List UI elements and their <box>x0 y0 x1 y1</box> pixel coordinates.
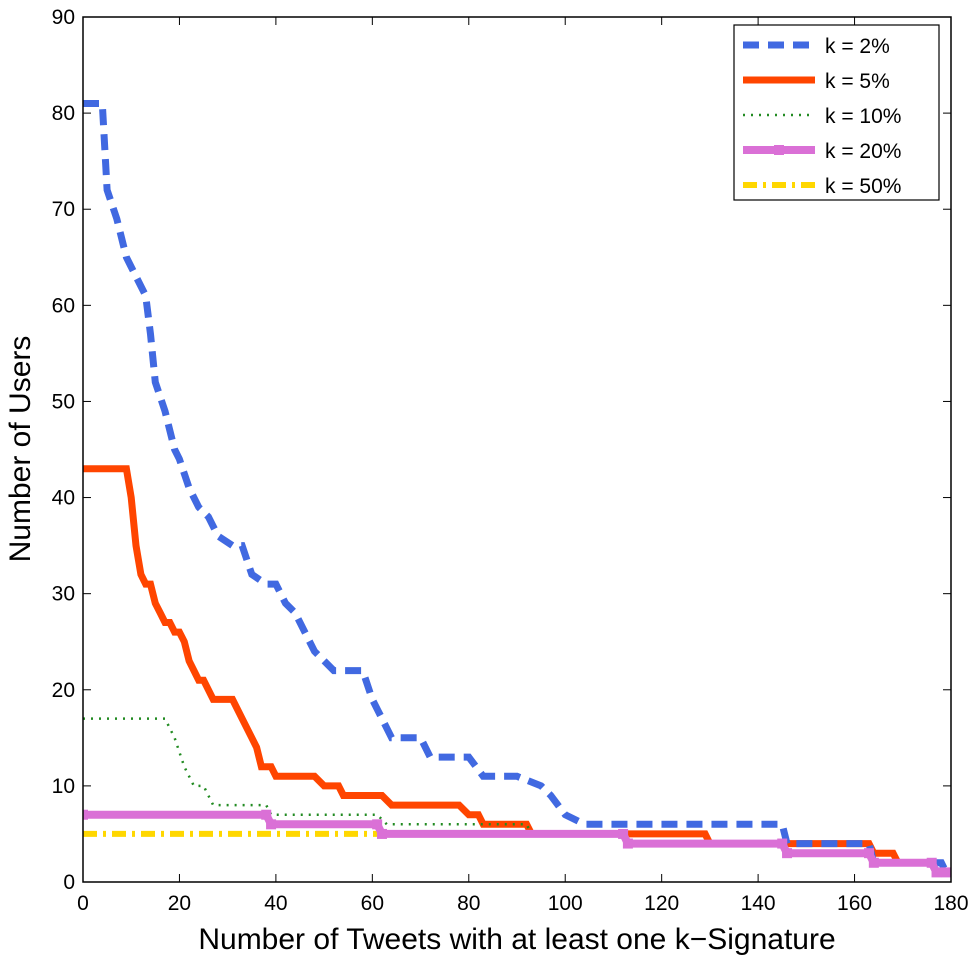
legend-label: k = 20% <box>825 140 901 163</box>
series-marker <box>622 838 633 849</box>
series-marker <box>864 848 875 859</box>
series-marker <box>261 809 272 820</box>
series-marker <box>83 809 88 820</box>
series-marker <box>782 848 793 859</box>
y-tick-label: 90 <box>52 6 75 29</box>
y-tick-label: 40 <box>52 487 75 510</box>
series-marker <box>868 857 879 868</box>
series-marker <box>372 819 383 830</box>
series-line-4 <box>83 810 947 877</box>
series-marker <box>941 867 951 878</box>
legend-items: k = 2% k = 5% k = 10% k = 20% k = 50% <box>743 35 901 198</box>
x-tick-label: 180 <box>933 892 968 915</box>
x-tick-label: 80 <box>457 892 480 915</box>
x-tick-label: 40 <box>264 892 287 915</box>
x-tick-label: 20 <box>168 892 191 915</box>
x-tick-label: 160 <box>837 892 872 915</box>
series-marker <box>266 819 277 830</box>
x-tick-label: 0 <box>77 892 89 915</box>
legend-label: k = 2% <box>825 35 890 58</box>
series-line-3 <box>83 717 947 874</box>
legend-box <box>733 24 940 201</box>
legend-label: k = 5% <box>825 70 890 93</box>
x-axis-label: Number of Tweets with at least one k−Sig… <box>198 923 835 956</box>
series-layer <box>83 100 951 878</box>
y-tick-label: 50 <box>52 390 75 413</box>
series-marker <box>777 838 788 849</box>
legend-label: k = 50% <box>825 175 901 198</box>
x-tick-label: 120 <box>644 892 679 915</box>
y-tick-label: 10 <box>52 775 75 798</box>
series-marker <box>618 828 629 839</box>
series-marker <box>376 828 387 839</box>
x-tick-label: 60 <box>361 892 384 915</box>
y-tick-label: 20 <box>52 679 75 702</box>
y-tick-label: 60 <box>52 294 75 317</box>
y-tick-label: 80 <box>52 102 75 125</box>
y-tick-label: 70 <box>52 198 75 221</box>
legend: k = 2% k = 5% k = 10% k = 20% k = 50% <box>733 24 940 201</box>
legend-label: k = 10% <box>825 105 901 128</box>
legend-marker <box>774 145 784 155</box>
y-tick-label: 0 <box>63 871 75 894</box>
series-marker <box>926 857 937 868</box>
series-line-1 <box>83 100 950 874</box>
y-axis-label: Number of Users <box>4 336 37 563</box>
series-marker <box>931 867 942 878</box>
plot-frame <box>82 16 952 883</box>
y-tick-label: 30 <box>52 583 75 606</box>
x-tick-label: 140 <box>741 892 776 915</box>
ticks-layer: 0 20 40 60 80 100 120 140 160 180 0 10 20 30 40 50 60 70 8… <box>52 6 969 915</box>
x-tick-label: 100 <box>548 892 583 915</box>
